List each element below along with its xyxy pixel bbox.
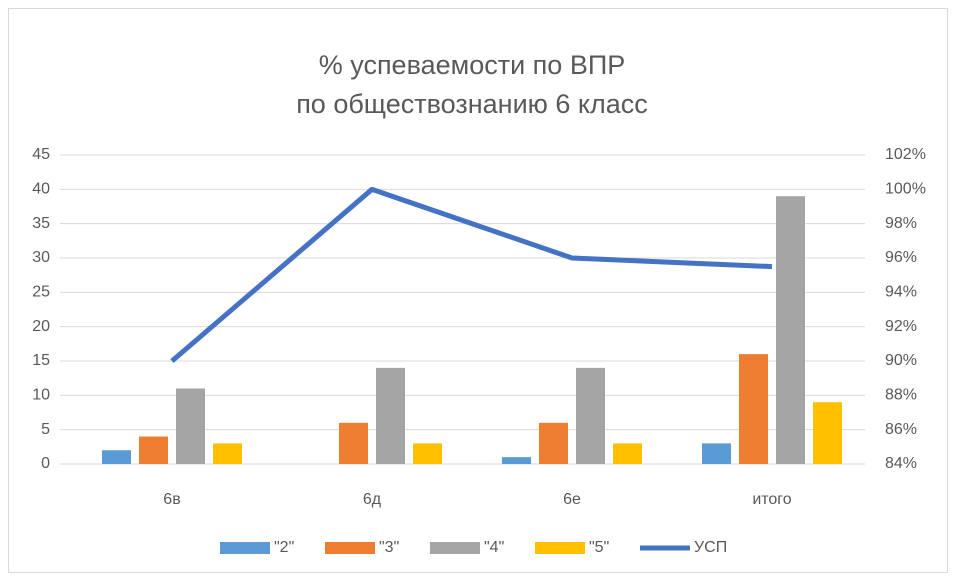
x-tick-label: 6в bbox=[163, 491, 180, 508]
y-tick-label: 0 bbox=[41, 455, 50, 472]
bar bbox=[576, 367, 605, 464]
chart-subtitle: по обществознанию 6 класс bbox=[296, 89, 648, 119]
legend-label: "5" bbox=[589, 539, 609, 556]
chart-title: % успеваемости по ВПР bbox=[319, 50, 626, 80]
y-tick-label: 25 bbox=[32, 284, 50, 301]
y-tick-label: 10 bbox=[32, 387, 50, 404]
y-tick-label: 40 bbox=[32, 181, 50, 198]
y2-tick-label: 100% bbox=[885, 181, 926, 198]
y2-tick-label: 86% bbox=[885, 421, 917, 438]
bar bbox=[613, 443, 642, 464]
legend-swatch bbox=[430, 542, 480, 554]
y2-tick-label: 94% bbox=[885, 284, 917, 301]
legend-label: УСП bbox=[694, 539, 727, 556]
bar bbox=[213, 443, 242, 464]
bar bbox=[539, 422, 568, 464]
line bbox=[170, 186, 773, 363]
x-tick-label: 6д bbox=[363, 491, 382, 508]
legend-label: "4" bbox=[484, 539, 504, 556]
y2-tick-label: 98% bbox=[885, 215, 917, 232]
bar bbox=[176, 388, 205, 464]
legend-label: "3" bbox=[379, 539, 399, 556]
bar bbox=[702, 443, 731, 464]
bar bbox=[376, 367, 405, 464]
y2-tick-label: 102% bbox=[885, 146, 926, 163]
legend-label: "2" bbox=[274, 539, 294, 556]
legend-swatch bbox=[325, 542, 375, 554]
bar bbox=[502, 457, 531, 464]
y-tick-label: 35 bbox=[32, 215, 50, 232]
y2-tick-label: 90% bbox=[885, 352, 917, 369]
y2-tick-label: 92% bbox=[885, 318, 917, 335]
y2-tick-label: 96% bbox=[885, 249, 917, 266]
y2-tick-label: 84% bbox=[885, 455, 917, 472]
bar bbox=[339, 422, 368, 464]
bar bbox=[139, 436, 168, 464]
y-tick-label: 15 bbox=[32, 352, 50, 369]
y-tick-label: 5 bbox=[41, 421, 50, 438]
legend-swatch bbox=[535, 542, 585, 554]
y-tick-label: 30 bbox=[32, 249, 50, 266]
bar bbox=[776, 196, 805, 464]
y2-tick-label: 88% bbox=[885, 387, 917, 404]
x-tick-label: итого bbox=[752, 491, 791, 508]
y-tick-label: 20 bbox=[32, 318, 50, 335]
bar bbox=[739, 354, 768, 464]
y-tick-label: 45 bbox=[32, 146, 50, 163]
bar bbox=[413, 443, 442, 464]
legend-swatch bbox=[220, 542, 270, 554]
bar bbox=[102, 450, 131, 464]
x-tick-label: 6е bbox=[563, 491, 581, 508]
bar bbox=[813, 402, 842, 464]
